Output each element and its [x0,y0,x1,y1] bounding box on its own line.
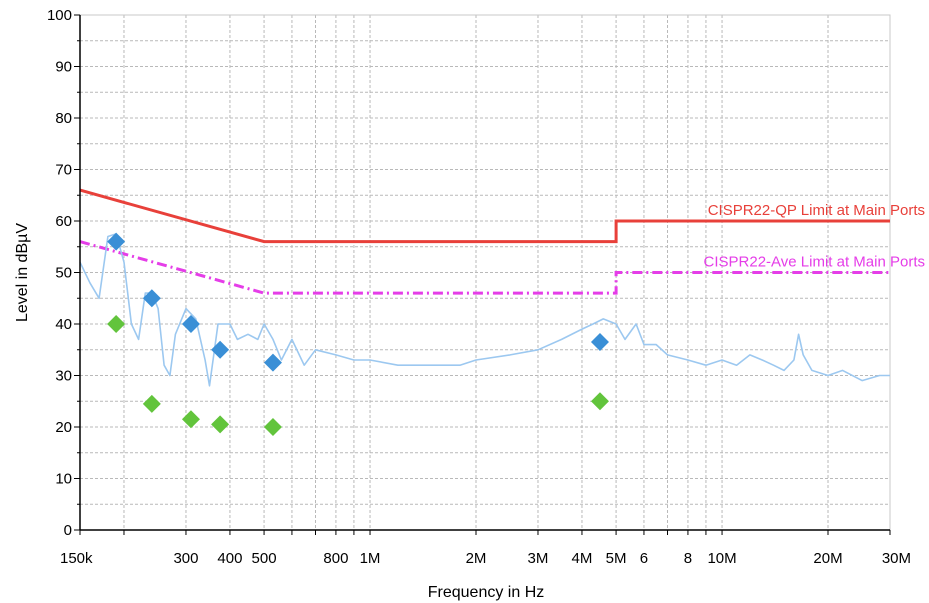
measurement-markers [107,232,609,436]
x-tick-label: 8 [684,550,692,567]
y-tick-label: 50 [55,265,72,282]
avg-marker [590,392,609,411]
avg-marker [107,315,126,333]
qp-marker [107,232,126,251]
axes: 0 10 20 30 40 50 60 70 80 90 100 150k 300 400 500 800 1M… [47,7,911,567]
y-tick-label: 40 [55,316,72,333]
x-tick-label: 20M [813,550,842,567]
x-tick-label: 3M [528,550,549,567]
y-tick-label: 80 [55,110,72,127]
y-tick-label: 0 [64,522,72,539]
qp-limit-line [79,188,890,244]
y-axis-title: Level in dBµV [14,223,31,322]
x-tick-label: 400 [217,550,242,567]
qp-marker [142,289,161,308]
x-tick-label: 150k [60,550,93,567]
y-tick-label: 100 [47,7,72,24]
limit-lines [79,188,890,295]
x-tick-label: 500 [252,550,277,567]
qp-marker [590,333,609,352]
y-tick-label: 30 [55,368,72,385]
y-tick-label: 60 [55,213,72,230]
avg-marker [211,415,230,434]
x-tick-label: 4M [572,550,593,567]
x-tick-label: 10M [707,550,736,567]
x-tick-label: 800 [323,550,348,567]
x-tick-label: 1M [360,550,381,567]
spectrum-line [79,233,890,387]
qp-marker [211,340,230,359]
spectrum-trace [79,233,890,387]
avg-marker [142,394,161,413]
y-tick-label: 90 [55,59,72,76]
x-tick-label: 300 [173,550,198,567]
labels: Frequency in Hz Level in dBµV CISPR22-QP… [14,202,925,601]
grid [79,14,891,531]
qp-marker [181,315,200,333]
avg-limit-label: CISPR22-Ave Limit at Main Ports [704,254,925,271]
x-tick-label: 6 [640,550,648,567]
x-tick-label: 5M [606,550,627,567]
y-tick-label: 10 [55,471,72,488]
avg-marker [263,418,282,436]
qp-limit-label: CISPR22-QP Limit at Main Ports [708,202,925,219]
qp-marker [263,353,282,372]
avg-limit-line [79,240,890,295]
x-tick-label: 30M [882,550,911,567]
y-tick-label: 20 [55,419,72,436]
x-tick-label: 2M [466,550,487,567]
y-tick-label: 70 [55,162,72,179]
avg-marker [181,410,200,429]
x-axis-title: Frequency in Hz [428,584,545,601]
